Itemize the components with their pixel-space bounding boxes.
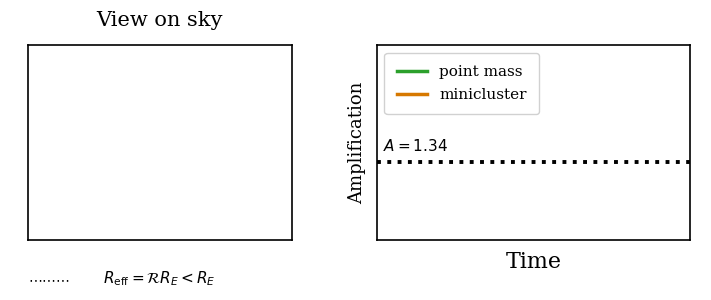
Text: View on sky: View on sky	[97, 11, 223, 30]
Legend: point mass, minicluster: point mass, minicluster	[385, 52, 539, 114]
X-axis label: Time: Time	[506, 251, 561, 273]
Text: $R_{\rm eff} = \mathcal{R}R_E < R_E$: $R_{\rm eff} = \mathcal{R}R_E < R_E$	[103, 270, 215, 288]
Y-axis label: Amplification: Amplification	[348, 81, 365, 204]
Text: $\cdots\cdots\cdots$: $\cdots\cdots\cdots$	[28, 272, 70, 286]
Text: $A = 1.34$: $A = 1.34$	[383, 138, 448, 154]
